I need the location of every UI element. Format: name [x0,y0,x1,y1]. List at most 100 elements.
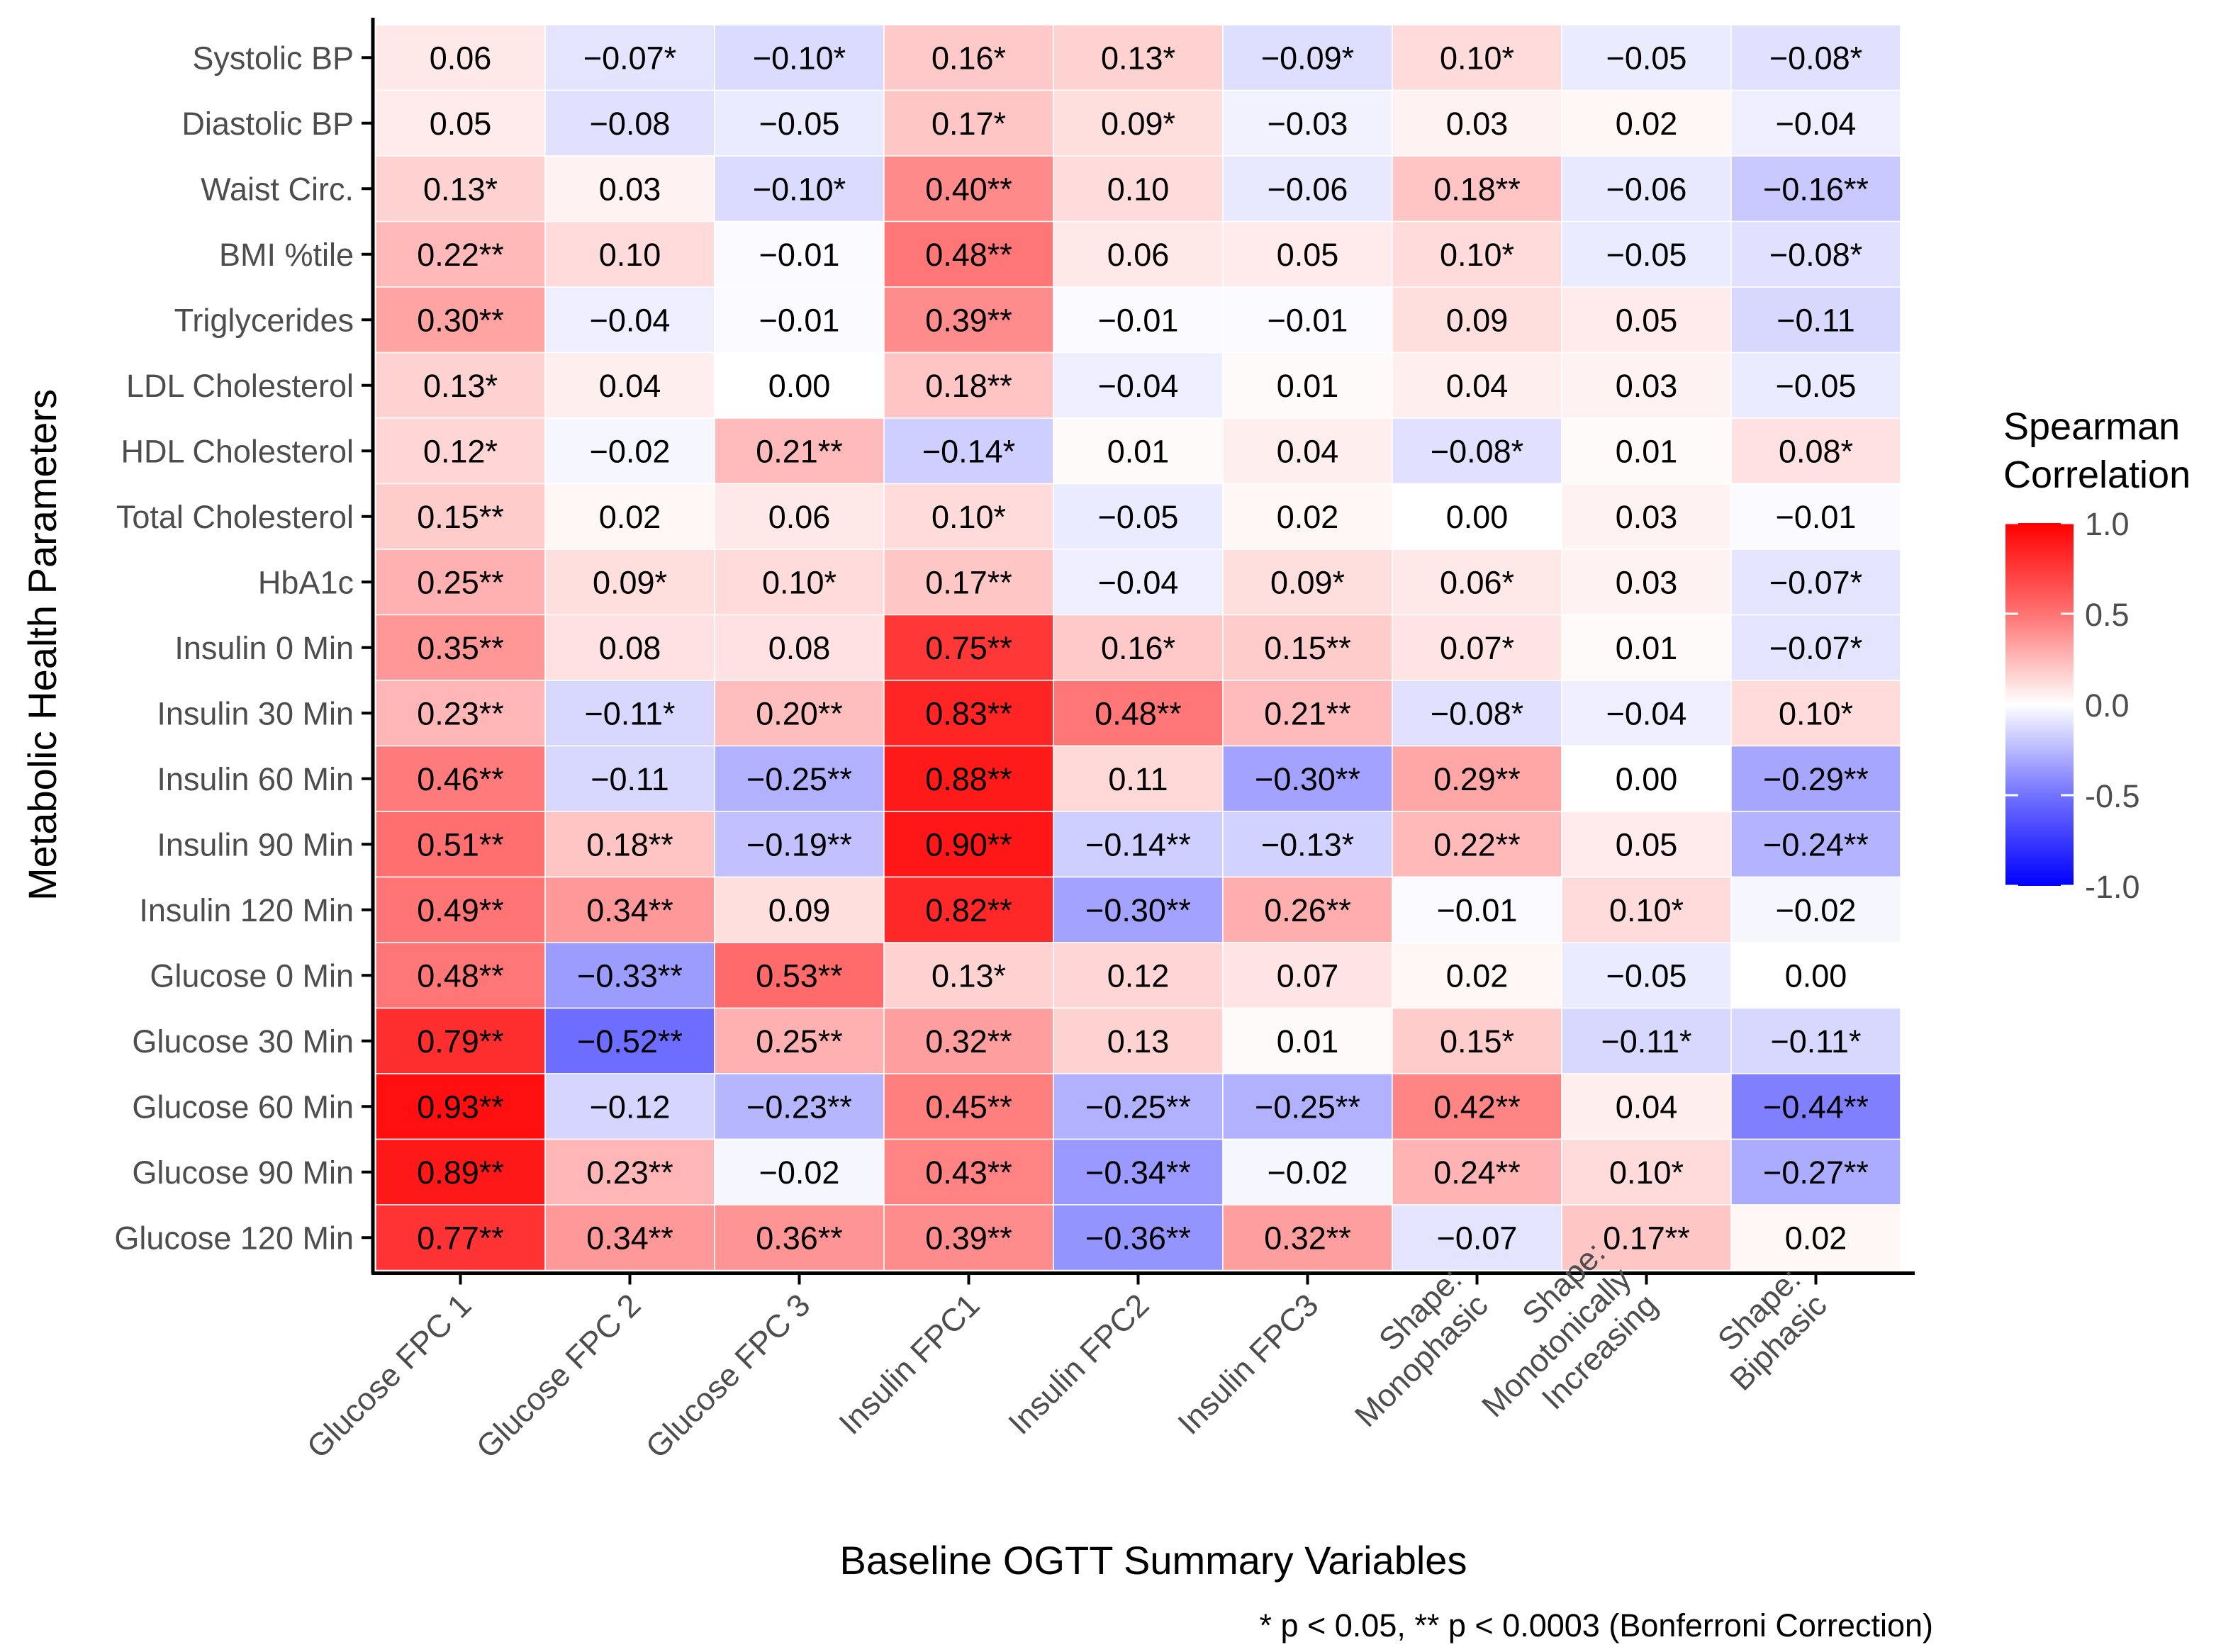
x-tick-label: Insulin FPC1 [832,1287,986,1442]
cell-value-label: 0.10* [931,499,1006,535]
heatmap-cell [375,942,546,1009]
heatmap-cell [544,876,715,943]
cell-value-label: −0.03 [1268,106,1348,142]
heatmap-cell [1222,876,1393,943]
heatmap-cell [883,286,1054,354]
cell-value-label: −0.25** [1085,1089,1191,1125]
heatmap-cell [375,89,546,157]
cell-value-label: 0.13* [423,171,498,207]
cell-value-label: 0.29** [1433,761,1521,797]
heatmap-cell [1053,352,1224,419]
cell-value-label: 0.01 [1277,1023,1339,1060]
cell-value-label: −0.04 [1098,564,1179,600]
cell-value-label: 0.49** [417,892,504,928]
y-tick-label: Systolic BP [192,40,354,76]
heatmap-cell [375,155,546,223]
heatmap-cell [1730,155,1901,223]
heatmap-cell [1053,1204,1224,1271]
cell-value-label: 0.48** [1095,695,1182,731]
cell-value-label: 0.08* [1779,433,1853,469]
y-tick-label: Insulin 90 Min [157,826,354,862]
cell-value-label: 0.75** [925,630,1012,666]
cell-value-label: 0.03 [1616,564,1678,600]
cell-value-label: 0.12 [1107,957,1170,994]
y-tick-label: Glucose 60 Min [132,1089,354,1125]
cell-value-label: 0.82** [925,892,1012,928]
cell-value-label: −0.02 [1776,892,1857,928]
cell-value-label: 0.13* [931,957,1006,994]
cell-value-label: −0.24** [1763,826,1869,862]
cell-value-label: 0.18** [925,368,1012,404]
heatmap-cell [714,1007,885,1074]
heatmap-cell [1053,876,1224,943]
cell-value-label: 0.22** [417,237,504,273]
cell-value-label: 0.42** [1433,1089,1521,1125]
heatmap-cell [544,220,715,288]
heatmap-cell [714,745,885,812]
heatmap-cell [375,549,546,616]
cell-value-label: 0.34** [586,1220,673,1256]
heatmap-cell [544,811,715,878]
heatmap-cell [1222,89,1393,157]
cell-value-label: 0.02 [599,499,661,535]
cell-value-label: −0.06 [1606,171,1687,207]
heatmap-cell [375,680,546,747]
heatmap-cell [1561,614,1732,681]
cell-value-label: 0.13 [1107,1023,1170,1060]
cell-value-label: −0.05 [1776,368,1857,404]
cell-value-label: 0.00 [1785,957,1847,994]
cell-value-label: 0.02 [1785,1220,1847,1256]
heatmap-cell [714,942,885,1009]
cell-value-label: −0.08* [1769,237,1862,273]
x-tick-label: Insulin FPC3 [1170,1287,1325,1442]
heatmap-cell [1392,1138,1562,1206]
cell-value-label: 0.39** [925,302,1012,338]
heatmap-cell [1053,942,1224,1009]
heatmap-cell [1730,745,1901,812]
legend-title: Correlation [2003,454,2191,496]
heatmap-cell [883,155,1054,223]
heatmap-cell [544,614,715,681]
cell-value-label: 0.10 [1107,171,1170,207]
cell-value-label: 0.06 [768,499,831,535]
heatmap-cell [1392,155,1562,223]
cell-value-label: 0.77** [417,1220,504,1256]
heatmap-cell [883,483,1054,550]
cell-value-label: 0.01 [1616,433,1678,469]
legend-tick-label: 0.5 [2085,597,2130,633]
cell-value-label: 0.43** [925,1154,1012,1191]
cell-value-label: 0.30** [417,302,504,338]
cell-value-label: 0.02 [1616,106,1678,142]
cell-value-label: 0.26** [1264,892,1351,928]
cell-value-label: 0.17** [925,564,1012,600]
heatmap-cell [375,1138,546,1206]
heatmap-cell [1730,614,1901,681]
cell-value-label: 0.79** [417,1023,504,1060]
heatmap-cell [714,614,885,681]
heatmap-cell [544,155,715,223]
cell-value-label: −0.33** [577,957,683,994]
cell-value-label: −0.19** [746,826,852,862]
cell-value-label: 0.10* [1609,892,1684,928]
legend-tick-label: -1.0 [2085,869,2140,905]
cell-value-label: −0.08* [1431,695,1523,731]
heatmap-cell [1730,483,1901,550]
cell-value-label: 0.20** [756,695,843,731]
cell-value-label: −0.06 [1268,171,1348,207]
cell-value-label: 0.00 [1446,499,1509,535]
cell-value-label: 0.10* [1609,1154,1684,1191]
heatmap-cell [1730,876,1901,943]
x-axis-title: Baseline OGTT Summary Variables [840,1538,1467,1583]
heatmap-cell [375,483,546,550]
heatmap-cell [1053,811,1224,878]
y-tick-label: Glucose 90 Min [132,1154,354,1191]
y-tick-label: Glucose 30 Min [132,1023,354,1060]
cell-value-label: 0.17** [1603,1220,1690,1256]
y-tick-label: Insulin 60 Min [157,761,354,797]
y-tick-label: BMI %tile [219,237,354,273]
cell-value-label: 0.23** [417,695,504,731]
cell-value-label: 0.89** [417,1154,504,1191]
heatmap-cell [1392,1073,1562,1140]
heatmap-cell [1730,942,1901,1009]
heatmap-cell [1053,155,1224,223]
